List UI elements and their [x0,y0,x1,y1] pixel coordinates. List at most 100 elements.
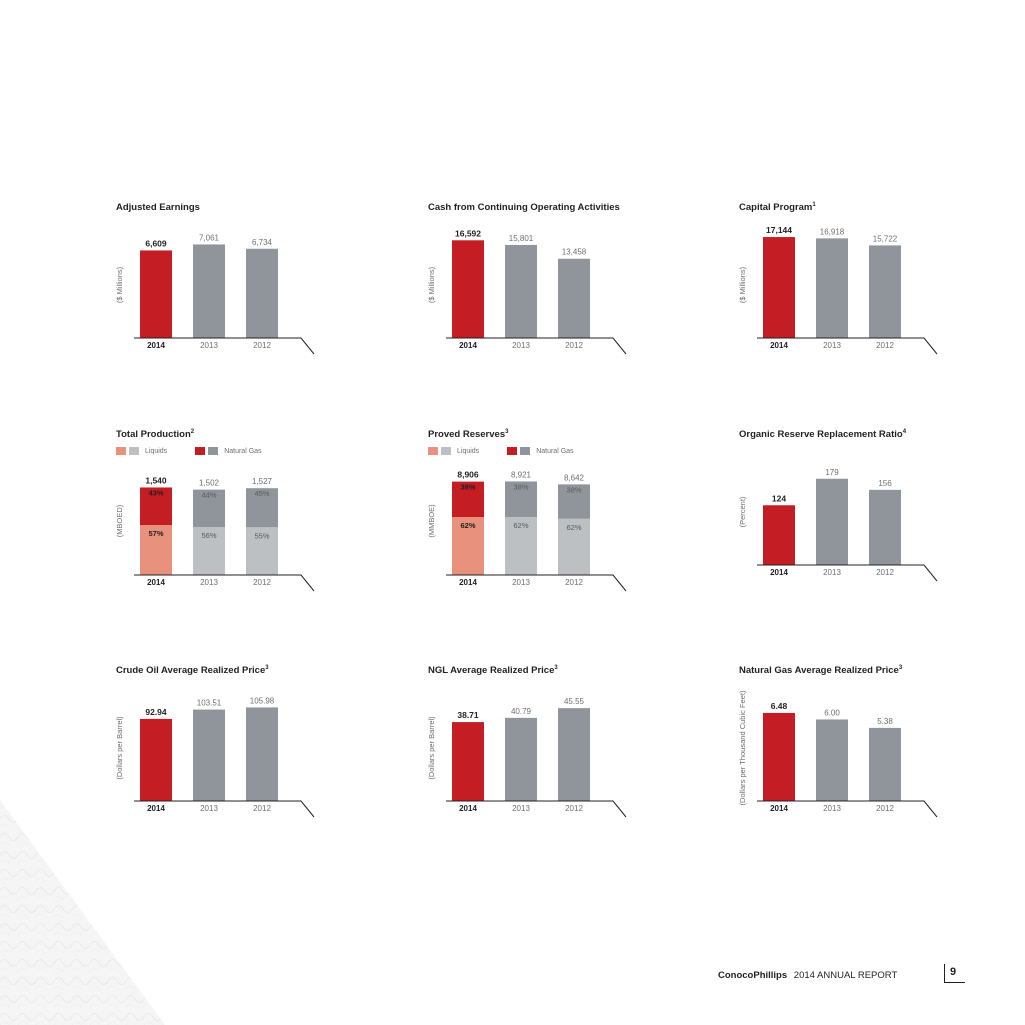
chart-svg: (MBOED) 57% 43% 1,540 2014 56% 44% 1,502 2013 55%… [115,475,315,592]
total-label: 8,921 [511,470,532,479]
data-label: 7,061 [199,233,220,242]
bar [140,250,172,338]
x-tick-label: 2013 [512,804,530,813]
data-label: 38.71 [457,710,479,720]
bar [869,489,901,565]
data-label: 6,734 [252,238,273,247]
x-axis-baseline [757,800,938,818]
chart-title: Cash from Continuing Operating Activitie… [428,202,620,214]
bar [869,727,901,801]
bar [452,240,484,338]
chart-svg: (Dollars per Barrel) 92.94 2014 103.51 2013 1… [115,696,315,818]
segment-label-liquids: 56% [201,531,216,540]
data-label: 105.98 [250,696,275,705]
chart-title: Organic Reserve Replacement Ratio4 [739,429,907,441]
bar-segment-natural-gas [452,481,484,518]
y-axis-label: ($ Millions) [427,266,436,303]
y-axis-label: (Dollars per Barrel) [427,716,436,780]
bar [869,245,901,338]
bar-segment-liquids [452,517,484,575]
data-label: 40.79 [511,707,532,716]
y-axis-label: (Percent) [738,496,747,527]
x-axis-baseline [446,337,627,355]
chart-legend: Liquids Natural Gas [116,447,290,455]
bar-segment-liquids [505,517,537,575]
bar-segment-natural-gas [246,488,278,528]
y-axis-label: (MBOED) [115,504,124,537]
segment-label-liquids: 62% [566,523,581,532]
chart-title: Natural Gas Average Realized Price3 [739,665,903,677]
page-number: 9 [950,966,957,978]
x-tick-label: 2013 [512,341,530,350]
data-label: 156 [878,479,892,488]
bar-segment-liquids [246,527,278,575]
data-label: 6.00 [824,708,840,717]
segment-label-natural-gas: 38% [566,485,581,494]
data-label: 16,918 [820,227,845,236]
chart-title: Total Production2 [116,429,195,441]
data-label: 13,458 [562,248,587,257]
x-tick-label: 2012 [876,804,894,813]
x-tick-label: 2012 [253,341,271,350]
bar [763,712,795,801]
bar [558,708,590,801]
x-tick-label: 2012 [253,804,271,813]
data-label: 17,144 [766,225,792,235]
data-label: 124 [772,493,786,503]
page-number-frame [944,964,965,983]
data-label: 179 [825,468,839,477]
chart-svg: ($ Millions) 16,592 2014 15,801 2013 13,458 20… [427,228,627,355]
chart-capital-program: Capital Program1 ($ Millions) 17,144 2014 1… [738,202,1025,392]
chart-adjusted-earnings: Adjusted Earnings ($ Millions) 6,609 2014 7… [115,202,416,392]
legend-label-liquids: Liquids [145,447,168,455]
bar [816,478,848,565]
chart-svg: ($ Millions) 6,609 2014 7,061 2013 6,734 2012 [115,233,315,355]
x-tick-label: 2014 [770,341,788,350]
y-axis-label: ($ Millions) [115,266,124,303]
chart-svg: (Dollars per Barrel) 38.71 2014 40.79 2013 45… [427,697,627,818]
x-axis-baseline [446,800,627,818]
legend-label-natural-gas: Natural Gas [536,447,574,455]
data-label: 45.55 [564,697,585,706]
chart-ngl-price: NGL Average Realized Price3 (Dollars per… [427,665,728,855]
x-axis-baseline [134,574,315,592]
chart-svg: (Dollars per Thousand Cubic Feet) 6.48 201… [738,690,938,818]
x-tick-label: 2013 [823,568,841,577]
legend-swatch-gas-2014 [507,447,518,455]
bar [763,505,795,565]
total-label: 1,502 [199,479,220,488]
total-label: 8,906 [457,470,479,480]
total-label: 1,540 [145,475,167,485]
y-axis-label: (Dollars per Thousand Cubic Feet) [738,690,747,805]
y-axis-label: (MMBOE) [427,504,436,538]
bar [816,719,848,801]
segment-label-liquids: 62% [513,521,528,530]
x-axis-baseline [757,564,938,582]
bar [193,244,225,338]
chart-title: Adjusted Earnings [116,202,200,214]
segment-label-natural-gas: 38% [460,483,475,492]
bar-segment-natural-gas [140,487,172,526]
bar [558,258,590,338]
x-tick-label: 2014 [770,804,788,813]
segment-label-liquids: 55% [254,531,269,540]
segment-label-natural-gas: 45% [254,489,269,498]
bar [505,717,537,801]
data-label: 15,722 [873,234,898,243]
x-tick-label: 2014 [459,578,477,587]
x-tick-label: 2013 [200,578,218,587]
legend-swatch-liquids-2014 [116,447,126,455]
data-label: 103.51 [197,699,222,708]
legend-swatch-liquids-prior [129,447,139,455]
x-tick-label: 2013 [823,341,841,350]
segment-label-liquids: 62% [460,521,475,530]
chart-crude-oil-price: Crude Oil Average Realized Price3 (Dolla… [115,665,416,855]
bar-segment-liquids [558,518,590,575]
chart-svg: ($ Millions) 17,144 2014 16,918 2013 15,722 20… [738,225,938,355]
legend-swatch-liquids-2014 [428,447,438,455]
data-label: 15,801 [509,234,534,243]
chart-title: Crude Oil Average Realized Price3 [116,665,269,677]
x-tick-label: 2013 [200,804,218,813]
bar-segment-liquids [193,527,225,575]
x-axis-baseline [134,337,315,355]
